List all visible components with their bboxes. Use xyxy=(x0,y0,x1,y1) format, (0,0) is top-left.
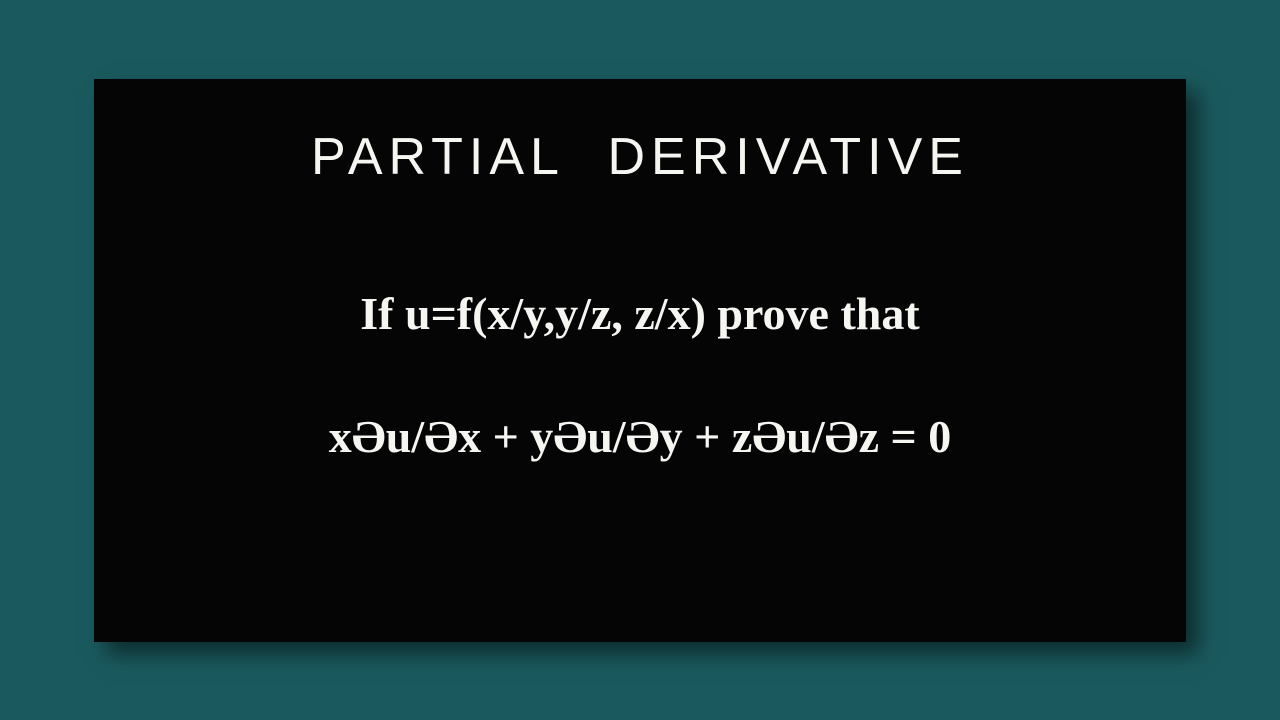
problem-statement-line-2: xƏu/Əx + yƏu/Əy + zƏu/Əz = 0 xyxy=(329,410,951,463)
problem-statement-line-1: If u=f(x/y,y/z, z/x) prove that xyxy=(360,287,919,340)
slide-card: PARTIAL DERIVATIVE If u=f(x/y,y/z, z/x) … xyxy=(94,79,1186,642)
slide-title: PARTIAL DERIVATIVE xyxy=(311,127,969,187)
